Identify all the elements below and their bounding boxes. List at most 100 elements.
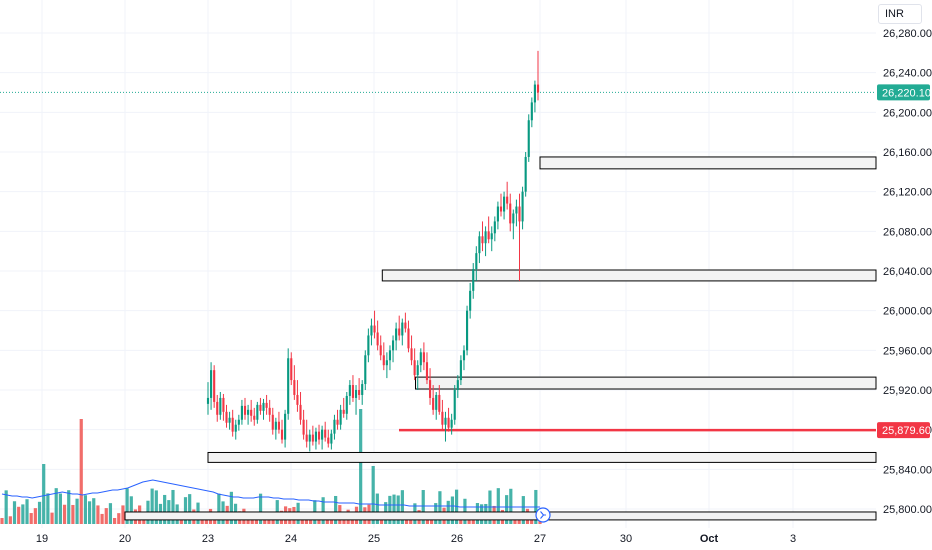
candle-body xyxy=(274,421,277,430)
candle-body xyxy=(496,206,499,222)
volume-bar xyxy=(183,497,188,524)
price-badges: 26,220.10 25,879.60 xyxy=(877,84,931,439)
candle-body xyxy=(314,431,318,442)
candle-body xyxy=(345,395,348,414)
x-tick-label: 23 xyxy=(202,533,214,545)
candle-body xyxy=(435,394,438,410)
volume-bar xyxy=(33,508,37,524)
candle-body xyxy=(395,328,398,341)
candle-body xyxy=(336,419,339,425)
x-tick-label: 20 xyxy=(119,533,131,545)
candle-body xyxy=(419,352,422,366)
candle-body xyxy=(493,221,496,234)
volume-bar xyxy=(54,488,58,524)
volume-bar xyxy=(371,466,375,524)
candle-body xyxy=(410,348,413,361)
currency-label[interactable]: INR xyxy=(878,4,922,24)
candle-body xyxy=(413,360,416,376)
y-tick-label: 26,120.00 xyxy=(883,187,932,199)
candle-body xyxy=(354,390,358,398)
volume-bar xyxy=(304,517,309,524)
candle-body xyxy=(503,196,506,212)
x-tick-label: 19 xyxy=(36,533,48,545)
y-tick-label: 25,840.00 xyxy=(883,464,932,476)
volume-bar xyxy=(121,505,125,524)
candle-body xyxy=(268,407,271,415)
candle-body xyxy=(351,385,355,398)
candle-body xyxy=(533,84,536,103)
candle-body xyxy=(484,231,487,244)
candle-body xyxy=(284,413,287,440)
volume-bar xyxy=(509,488,513,524)
volume-bar xyxy=(46,493,50,524)
candle-body xyxy=(339,409,342,425)
volume-bar xyxy=(188,494,192,524)
candle-body xyxy=(425,362,429,381)
candle-body xyxy=(490,233,493,240)
y-tick-label: 26,160.00 xyxy=(883,147,932,159)
candle-body xyxy=(321,429,324,440)
support-badge xyxy=(877,422,930,439)
x-tick-label: 26 xyxy=(451,533,463,545)
candle-body xyxy=(206,397,210,404)
candle-body xyxy=(317,431,321,440)
volume-bar xyxy=(75,498,79,524)
candle-body xyxy=(385,360,388,366)
volume-bar xyxy=(113,517,117,524)
candle-body xyxy=(469,290,472,311)
volume-bar xyxy=(37,501,42,524)
volume-bar xyxy=(71,504,75,524)
candle-body xyxy=(428,380,432,398)
replay-icon[interactable] xyxy=(535,507,551,523)
y-tick-label: 25,960.00 xyxy=(883,345,932,357)
volume-bar xyxy=(96,505,100,524)
candle-body xyxy=(527,120,530,157)
y-tick-label: 26,000.00 xyxy=(883,306,932,318)
candle-body xyxy=(219,397,222,415)
candle-body xyxy=(391,340,395,351)
candle-body xyxy=(213,370,216,402)
volume-bar xyxy=(62,504,67,524)
candle-body xyxy=(373,325,376,333)
last-price-badge-label: 26,220.10 xyxy=(882,87,931,99)
candle-body xyxy=(361,384,364,395)
support-badge-label: 25,879.60 xyxy=(882,425,931,437)
supply-demand-zones[interactable] xyxy=(124,156,877,521)
candle-body xyxy=(382,355,385,366)
volume-bar xyxy=(396,495,400,524)
candle-body xyxy=(475,253,478,270)
candle-body xyxy=(524,156,527,192)
candle-body xyxy=(438,394,441,412)
y-tick-label: 26,080.00 xyxy=(883,226,932,238)
volume-bar xyxy=(321,497,325,524)
candle-body xyxy=(228,417,231,423)
volume-bar xyxy=(104,508,108,524)
volume-bar xyxy=(438,491,442,524)
volume-bar xyxy=(258,493,263,524)
volume-bar xyxy=(450,496,455,524)
volume-bar xyxy=(67,490,71,524)
candle-body xyxy=(358,390,361,395)
zone-box xyxy=(539,156,877,170)
candle-body xyxy=(222,397,225,412)
time-axis[interactable]: 19 20 23 24 25 26 27 30 Oct 3 xyxy=(36,533,796,545)
candle-body xyxy=(216,401,219,415)
price-axis[interactable]: 25,800.0025,840.0025,880.0025,920.0025,9… xyxy=(883,28,932,516)
candle-body xyxy=(450,419,453,428)
candle-body xyxy=(231,417,234,432)
candle-body xyxy=(225,411,228,423)
candle-body xyxy=(462,350,466,361)
candle-body xyxy=(367,335,370,356)
candle-body xyxy=(364,355,367,385)
candle-body xyxy=(330,433,333,444)
volume-bar xyxy=(517,517,521,524)
candle-body xyxy=(376,332,379,346)
candle-body xyxy=(265,402,268,408)
candle-body xyxy=(324,429,327,438)
candle-body xyxy=(237,419,240,425)
candle-body xyxy=(536,84,540,93)
candlesticks xyxy=(206,50,540,452)
candle-body xyxy=(509,203,512,224)
volume-bar xyxy=(58,493,62,524)
